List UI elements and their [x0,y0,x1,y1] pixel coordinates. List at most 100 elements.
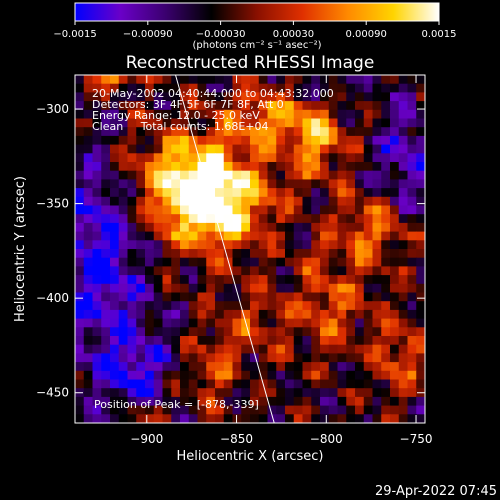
heatmap-cell [223,188,234,198]
heatmap-cell [390,266,400,276]
heatmap-cell [320,275,330,285]
heatmap-cell [416,118,425,128]
heatmap-cell [180,127,190,137]
heatmap-cell [92,344,102,354]
heatmap-cell [206,92,216,102]
heatmap-cell [188,214,199,224]
heatmap-cell [346,231,356,241]
heatmap-cell [363,153,374,163]
heatmap-cell [180,153,190,163]
heatmap-cell [302,196,312,207]
heatmap-cell [267,327,277,337]
heatmap-cell [390,301,400,311]
heatmap-cell [398,257,409,267]
heatmap-cell [232,240,242,250]
heatmap-cell [162,275,172,285]
heatmap-cell [285,153,295,163]
heatmap-cell [241,144,251,154]
heatmap-cell [223,75,234,85]
heatmap-cell [110,170,120,180]
heatmap-cell [101,353,111,363]
heatmap-cell [153,162,164,172]
heatmap-cell [241,188,251,198]
heatmap-cell [372,118,382,128]
heatmap-cell [293,362,304,372]
heatmap-cell [250,370,260,381]
heatmap-cell [197,396,207,407]
heatmap-cell [180,257,190,267]
heatmap-cell [188,336,199,346]
heatmap-cell [197,414,207,423]
heatmap-cell [188,92,199,102]
heatmap-cell [372,318,382,328]
heatmap-cell [398,101,409,111]
heatmap-cell [346,214,356,224]
heatmap-cell [101,179,111,189]
heatmap-cell [276,179,286,189]
heatmap-cell [416,92,425,102]
heatmap-cell [153,214,164,224]
heatmap-cell [293,118,304,128]
heatmap-cell [372,388,382,398]
heatmap-cell [267,379,277,389]
heatmap-cell [372,179,382,189]
heatmap-cell [355,275,365,285]
heatmap-cell [407,188,417,198]
heatmap-cell [250,388,260,398]
heatmap-cell [285,118,295,128]
heatmap-cell [381,379,391,389]
heatmap-cell [162,309,172,320]
heatmap-cell [241,257,251,267]
heatmap-cell [171,283,181,294]
heatmap-cell [363,83,374,93]
heatmap-cell [337,379,347,389]
heatmap-cell [250,101,260,111]
heatmap-cell [276,196,286,207]
heatmap-cell [197,370,207,381]
heatmap-cell [118,388,129,398]
heatmap-cell [328,214,339,224]
heatmap-cell [92,222,102,233]
heatmap-cell [381,135,391,146]
heatmap-cell [232,153,242,163]
heatmap-cell [328,405,339,415]
heatmap-cell [75,362,85,372]
heatmap-cell [145,127,155,137]
heatmap-cell [416,301,425,311]
heatmap-cell [250,353,260,363]
heatmap-cell [250,327,260,337]
heatmap-cell [285,135,295,146]
heatmap-cell [110,266,120,276]
heatmap-cell [302,118,312,128]
heatmap-cell [355,92,365,102]
heatmap-cell [136,127,146,137]
heatmap-cell [75,283,85,294]
heatmap-cell [258,327,269,337]
heatmap-cell [136,231,146,241]
heatmap-cell [372,379,382,389]
heatmap-cell [267,275,277,285]
heatmap-cell [398,388,409,398]
heatmap-cell [162,92,172,102]
heatmap-cell [188,170,199,180]
heatmap-cell [337,396,347,407]
heatmap-cell [241,362,251,372]
heatmap-cell [311,109,321,120]
heatmap-cell [180,118,190,128]
heatmap-cell [363,344,374,354]
heatmap-cell [83,205,94,215]
heatmap-cell [110,327,120,337]
heatmap-cell [390,249,400,259]
heatmap-cell [153,379,164,389]
heatmap-cell [398,196,409,207]
heatmap-cell [153,396,164,407]
heatmap-cell [75,344,85,354]
heatmap-cell [311,135,321,146]
heatmap-cell [407,240,417,250]
heatmap-cell [83,162,94,172]
heatmap-cell [293,275,304,285]
heatmap-cell [206,283,216,294]
heatmap-cell [337,222,347,233]
heatmap-cell [171,301,181,311]
heatmap-cell [346,257,356,267]
